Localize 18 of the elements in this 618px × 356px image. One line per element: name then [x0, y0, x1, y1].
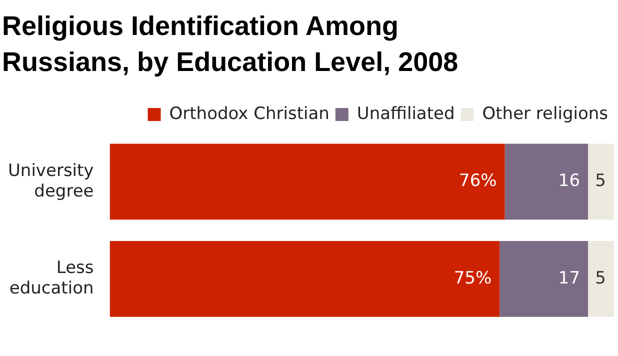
legend-label: Other religions	[482, 104, 608, 124]
bar	[588, 241, 614, 317]
bar	[500, 241, 588, 317]
y-tick-label: Less education	[9, 258, 94, 299]
data-label: 75%	[454, 268, 492, 288]
data-label: 5	[595, 268, 606, 288]
data-label: 16	[558, 171, 580, 192]
data-label: 76%	[459, 171, 497, 192]
bar	[504, 144, 588, 220]
data-label: 17	[558, 268, 580, 288]
legend-label: Orthodox Christian	[169, 104, 330, 124]
bar	[588, 144, 614, 220]
legend-label: Unaffiliated	[356, 104, 455, 124]
data-label: 5	[595, 171, 606, 192]
y-tick-label: University degree	[8, 160, 94, 202]
chart-title: Religious Identification Among Russians, by Education Level, 2008	[1, 10, 460, 79]
bar	[110, 144, 505, 220]
bar	[110, 241, 500, 317]
